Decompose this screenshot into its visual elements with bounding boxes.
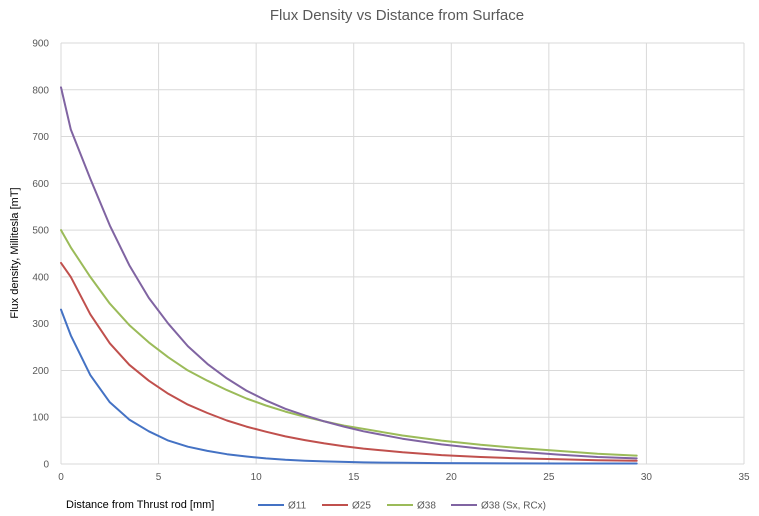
x-tick-label: 10 (251, 472, 263, 483)
legend-label-2: Ø38 (417, 501, 436, 512)
series-line-1 (60, 261, 638, 462)
y-tick-label: 800 (32, 85, 49, 96)
series-line-0 (60, 308, 638, 465)
y-tick-label: 0 (43, 460, 49, 471)
legend-label-3: Ø38 (Sx, RCx) (481, 501, 546, 512)
x-tick-label: 15 (348, 472, 360, 483)
y-tick-label: 200 (32, 366, 49, 377)
y-tick-label: 500 (32, 226, 49, 237)
legend-label-0: Ø11 (288, 501, 307, 512)
y-tick-label: 700 (32, 132, 49, 143)
series-line-3 (60, 86, 638, 460)
y-axis-ticks: 0 100 200 300 400 500 600 700 800 900 (32, 39, 49, 471)
y-tick-label: 100 (32, 413, 49, 424)
y-axis-label: Flux density, Millitesla [mT] (9, 187, 21, 318)
x-tick-label: 0 (58, 472, 64, 483)
x-axis-label: Distance from Thrust rod [mm] (66, 499, 214, 511)
x-tick-label: 35 (738, 472, 750, 483)
series-lines (60, 86, 638, 465)
y-tick-label: 900 (32, 39, 49, 50)
x-axis-ticks: 0 5 10 15 20 25 30 35 (58, 472, 750, 483)
x-tick-label: 5 (156, 472, 162, 483)
chart-title: Flux Density vs Distance from Surface (270, 7, 524, 24)
y-tick-label: 400 (32, 272, 49, 283)
series-line-2 (60, 229, 638, 457)
y-tick-label: 600 (32, 179, 49, 190)
gridlines (60, 42, 745, 465)
x-tick-label: 25 (543, 472, 555, 483)
legend: Ø11 Ø25 Ø38 Ø38 (Sx, RCx) (258, 501, 546, 512)
x-tick-label: 30 (641, 472, 653, 483)
legend-label-1: Ø25 (352, 501, 371, 512)
x-tick-label: 20 (446, 472, 458, 483)
y-tick-label: 300 (32, 319, 49, 330)
